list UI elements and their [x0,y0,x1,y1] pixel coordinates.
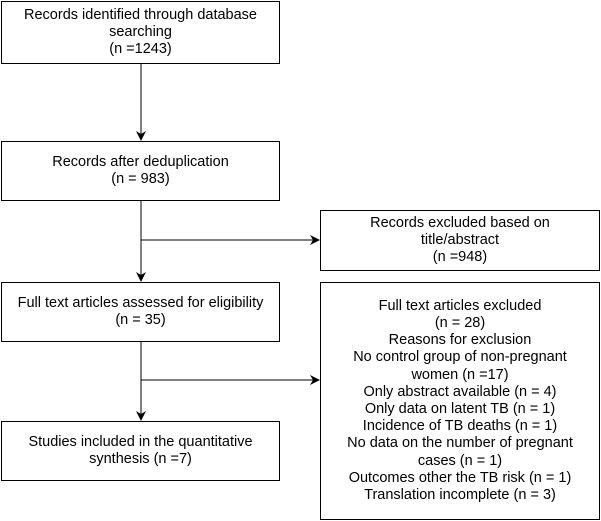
box-line: cases (n = 1) [417,452,503,469]
box-line: Translation incomplete (n = 3) [364,487,556,504]
box-line: Records after deduplication [52,153,229,170]
box-line: searching [109,23,172,40]
box-line: title/abstract [420,231,500,248]
box-line: (n = 983) [111,171,170,187]
box-line: Only abstract available (n = 4) [363,383,557,400]
records-excluded-title-box: Records excluded based on title/abstract… [320,210,600,271]
studies-included-box: Studies included in the quantitative syn… [1,421,280,481]
box-line: Studies included in the quantitative [28,433,253,450]
fulltext-assessed-box: Full text articles assessed for eligibil… [1,282,280,342]
box-line: Records identified through database [24,6,257,23]
box-line: No data on the number of pregnant [347,435,573,452]
box-line: (n = 35) [115,312,166,328]
box-line: Full text articles excluded [378,297,542,314]
box-line: Incidence of TB deaths (n = 1) [362,418,558,435]
box-line: (n =948) [432,249,488,266]
box-line: (n =1243) [109,41,172,58]
box-line: No control group of non-pregnant [353,349,567,366]
box-line: synthesis (n =7) [89,451,192,467]
box-line: Only data on latent TB (n = 1) [364,401,556,417]
records-deduplicated-box: Records after deduplication (n = 983) [1,141,280,201]
box-line: Outcomes other the TB risk (n = 1) [348,469,572,486]
records-identified-box: Records identified through database sear… [1,1,280,64]
fulltext-excluded-box: Full text articles excluded (n = 28) Rea… [320,282,600,520]
box-line: Full text articles assessed for eligibil… [17,294,264,311]
box-line: women (n =17) [411,366,509,383]
box-line: (n = 28) [434,314,486,331]
box-line: Records excluded based on [370,214,550,231]
box-line: Reasons for exclusion [388,332,532,349]
